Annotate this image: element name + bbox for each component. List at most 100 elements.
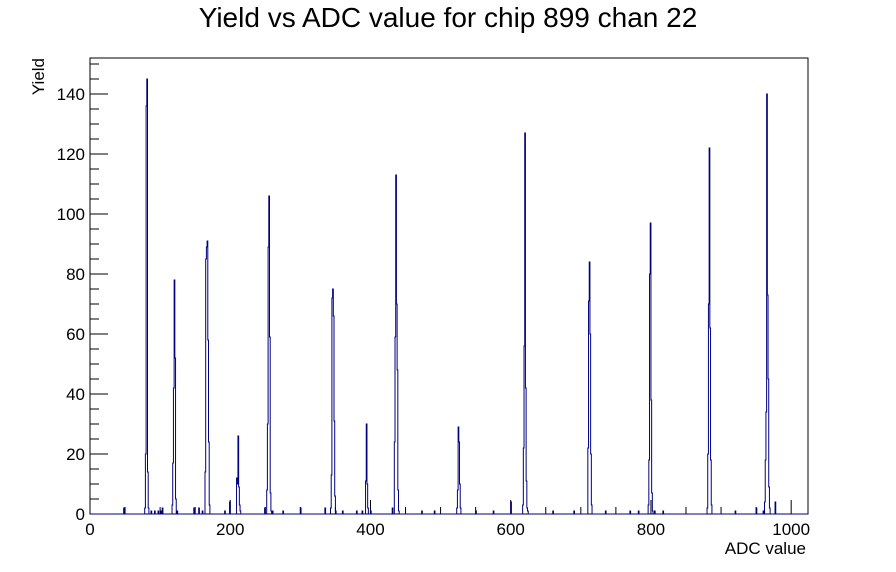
x-tick-label: 600: [497, 520, 525, 539]
histogram-bin: [652, 493, 653, 514]
histogram-bin: [239, 505, 240, 514]
histogram-bin: [523, 448, 524, 514]
histogram-bin: [335, 496, 336, 514]
histogram-bins: [124, 79, 776, 514]
x-tick-label: 200: [216, 520, 244, 539]
histogram-bin: [708, 454, 709, 514]
histogram-bin: [526, 481, 527, 514]
histogram-bin: [237, 484, 238, 514]
y-tick-label: 80: [66, 265, 85, 284]
histogram-bin: [708, 304, 709, 514]
histogram-bin: [574, 511, 575, 514]
histogram-bin: [650, 274, 651, 514]
histogram-bin: [206, 247, 207, 514]
histogram-bin: [367, 484, 368, 514]
histogram-bin: [225, 511, 226, 514]
histogram-bin: [239, 487, 240, 514]
histogram-bin: [155, 511, 156, 514]
y-tick-label: 60: [66, 325, 85, 344]
histogram-bin: [335, 511, 336, 514]
minor-ticks: [90, 63, 757, 514]
histogram-bin: [395, 337, 396, 514]
histogram-bin: [177, 511, 178, 514]
histogram-bin: [148, 508, 149, 514]
histogram-bin: [173, 388, 174, 514]
histogram-bin: [766, 412, 767, 514]
histogram-bin: [271, 511, 272, 514]
histogram-bin: [775, 502, 776, 514]
histogram-bin: [710, 328, 711, 514]
histogram-bin: [654, 511, 655, 514]
histogram-bin: [300, 508, 301, 514]
histogram-bin: [161, 511, 162, 514]
histogram-bin: [394, 442, 395, 514]
histogram-bin: [366, 481, 367, 514]
histogram-bin: [124, 508, 125, 514]
histogram-bin: [240, 511, 241, 514]
histogram-bin: [767, 94, 768, 514]
histogram-bin: [398, 490, 399, 514]
histogram-bin: [147, 472, 148, 514]
histogram-bin: [265, 508, 266, 514]
x-axis-label: ADC value: [725, 539, 806, 558]
histogram-bin: [333, 289, 334, 514]
histogram-bin: [638, 511, 639, 514]
histogram-bin: [368, 508, 369, 514]
histogram-bin: [272, 511, 273, 514]
y-tick-label: 0: [76, 505, 85, 524]
histogram-bin: [767, 295, 768, 514]
histogram-bin: [768, 379, 769, 514]
histogram-bin: [366, 424, 367, 514]
histogram-bin: [396, 304, 397, 514]
histogram-bin: [331, 475, 332, 514]
histogram-bin: [267, 424, 268, 514]
histogram-bin: [528, 511, 529, 514]
histogram-bin: [333, 316, 334, 514]
histogram-bin: [356, 511, 357, 514]
y-axis-label: Yield: [29, 58, 48, 95]
histogram-bin: [652, 511, 653, 514]
histogram-bin: [460, 484, 461, 514]
histogram-bin: [173, 463, 174, 514]
histogram-bin: [756, 508, 757, 514]
histogram-bin: [591, 454, 592, 514]
histogram-bin: [209, 505, 210, 514]
histogram-bin: [205, 472, 206, 514]
histogram-bin: [172, 505, 173, 514]
histogram-bin: [175, 358, 176, 514]
histogram-bin: [267, 490, 268, 514]
histogram-bin: [630, 511, 631, 514]
x-axis: 0 200 400 600 800 1000: [85, 500, 810, 539]
histogram-bin: [458, 427, 459, 514]
histogram-bin: [588, 448, 589, 514]
x-tick-label: 0: [85, 520, 94, 539]
histogram-bin: [735, 511, 736, 514]
histogram-bin: [145, 454, 146, 514]
histogram-bin: [207, 241, 208, 514]
histogram-bin: [283, 511, 284, 514]
histogram-bin: [174, 280, 175, 514]
y-tick-label: 20: [66, 445, 85, 464]
histogram-bin: [325, 508, 326, 514]
y-tick-label: 40: [66, 385, 85, 404]
histogram-bin: [460, 508, 461, 514]
histogram-bin: [493, 511, 494, 514]
histogram-bin: [663, 511, 664, 514]
histogram-bin: [649, 460, 650, 514]
x-tick-label: 1000: [772, 520, 810, 539]
histogram-bin: [527, 508, 528, 514]
histogram-bin: [199, 508, 200, 514]
histogram-bin: [765, 460, 766, 514]
histogram-bin: [237, 478, 238, 514]
histogram-bin: [651, 400, 652, 514]
histogram-bin: [370, 511, 371, 514]
histogram-bin: [709, 148, 710, 514]
histogram-bin: [553, 511, 554, 514]
histogram-bin: [162, 508, 163, 514]
histogram-bin: [151, 511, 152, 514]
histogram-bin: [524, 346, 525, 514]
histogram-bin: [589, 262, 590, 514]
histogram-bin: [711, 460, 712, 514]
histogram-bin: [270, 337, 271, 514]
histogram-bin: [399, 511, 400, 514]
